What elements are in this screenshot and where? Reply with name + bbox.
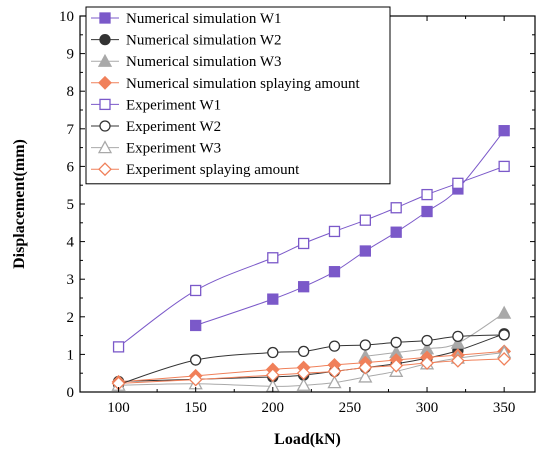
series-line-experiment-w3 — [118, 352, 505, 387]
data-point-numerical-simulation-w1 — [267, 293, 279, 305]
legend-box — [85, 6, 391, 185]
data-point-numerical-simulation-w1 — [328, 266, 341, 278]
series-line-numerical-simulation-w3 — [365, 312, 505, 357]
data-point-experiment-w2 — [328, 340, 341, 352]
legend-marker — [97, 140, 113, 154]
y-tick-label: 8 — [67, 84, 75, 100]
data-point-experiment-w2 — [390, 336, 402, 349]
y-tick-label: 4 — [67, 235, 75, 251]
data-point-experiment-w2 — [297, 345, 310, 358]
x-tick-label: 150 — [184, 400, 207, 416]
y-tick-label: 6 — [67, 159, 75, 175]
data-point-experiment-splaying-amount — [265, 368, 280, 382]
data-point-experiment-w1 — [421, 188, 433, 201]
data-point-experiment-w1 — [328, 225, 341, 238]
x-tick-label: 100 — [107, 400, 130, 416]
x-tick-label: 350 — [493, 400, 516, 416]
y-tick-label: 10 — [59, 9, 74, 25]
legend-label: Experiment W2 — [126, 119, 221, 135]
series-experiment-splaying-amount — [111, 351, 512, 391]
data-point-numerical-simulation-w1 — [359, 245, 371, 257]
series-line-numerical-simulation-splaying-amount — [118, 350, 505, 383]
data-point-numerical-simulation-w3 — [497, 305, 512, 319]
data-point-experiment-w3 — [327, 375, 342, 389]
data-point-experiment-w1 — [359, 214, 371, 226]
y-tick-label: 9 — [67, 47, 75, 63]
data-point-experiment-w2 — [452, 330, 464, 343]
data-point-experiment-w1 — [390, 202, 402, 214]
x-tick-label: 200 — [262, 400, 285, 416]
data-point-numerical-simulation-w1 — [297, 281, 310, 293]
series-line-experiment-splaying-amount — [118, 358, 505, 384]
data-point-experiment-splaying-amount — [327, 364, 342, 379]
data-point-experiment-splaying-amount — [188, 372, 203, 387]
legend-marker — [97, 53, 113, 67]
legend-marker — [98, 162, 112, 177]
data-point-experiment-splaying-amount — [358, 360, 373, 375]
data-point-experiment-splaying-amount — [450, 353, 465, 368]
data-point-numerical-simulation-w3 — [450, 335, 465, 349]
x-axis-title: Load(kN) — [274, 431, 341, 448]
legend-marker — [99, 12, 111, 24]
legend-label: Numerical simulation W3 — [126, 54, 282, 70]
series-line-numerical-simulation-w2 — [118, 333, 505, 382]
data-point-experiment-splaying-amount — [389, 358, 404, 373]
y-tick-label: 3 — [67, 272, 75, 288]
data-point-experiment-w2 — [190, 354, 202, 366]
legend-label: Numerical simulation W1 — [126, 11, 282, 27]
legend-marker — [98, 75, 112, 90]
data-point-experiment-w2 — [498, 329, 510, 341]
data-point-experiment-w2 — [421, 334, 433, 347]
data-point-experiment-splaying-amount — [420, 356, 434, 370]
series-line-experiment-w1 — [118, 165, 505, 348]
data-point-numerical-simulation-w1 — [421, 205, 433, 218]
y-tick-label: 7 — [67, 122, 75, 138]
y-tick-label: 5 — [67, 197, 75, 213]
data-point-experiment-w1 — [498, 160, 510, 173]
data-point-experiment-w1 — [267, 252, 279, 264]
data-point-numerical-simulation-w1 — [498, 125, 510, 137]
legend-label: Experiment W1 — [126, 97, 221, 113]
data-point-experiment-w2 — [267, 346, 279, 359]
x-tick-label: 250 — [339, 400, 362, 416]
data-point-experiment-w1 — [297, 237, 310, 250]
legend-label: Experiment W3 — [126, 141, 221, 157]
data-point-experiment-splaying-amount — [497, 351, 512, 366]
series-experiment-w1 — [112, 160, 510, 353]
legend-marker — [99, 98, 111, 111]
data-point-experiment-w1 — [190, 284, 202, 297]
data-point-experiment-splaying-amount — [296, 366, 311, 381]
legend-marker — [99, 33, 111, 46]
series-line-experiment-w2 — [118, 334, 505, 385]
y-axis-title: Displacement(mm) — [11, 139, 28, 269]
data-point-experiment-w1 — [452, 177, 464, 189]
y-tick-label: 2 — [67, 310, 75, 326]
legend-marker — [99, 120, 111, 132]
legend-label: Experiment splaying amount — [126, 162, 300, 178]
legend-label: Numerical simulation W2 — [126, 33, 282, 49]
data-point-experiment-w3 — [358, 369, 373, 383]
y-tick-label: 1 — [67, 347, 75, 363]
data-point-numerical-simulation-w1 — [190, 319, 202, 332]
legend-label: Numerical simulation splaying amount — [126, 76, 361, 92]
y-tick-label: 0 — [67, 385, 75, 401]
x-tick-label: 300 — [416, 400, 439, 416]
data-point-experiment-w2 — [359, 339, 371, 351]
data-point-experiment-w1 — [112, 341, 125, 353]
data-point-experiment-w3 — [296, 377, 311, 391]
data-point-numerical-simulation-w1 — [390, 226, 402, 238]
legend: Numerical simulation W1 Numerical simulat… — [85, 6, 391, 185]
axes-layer: 0 1 2 3 4 5 6 7 8 9 10 100 150 200 250 300 350 — [59, 9, 536, 416]
